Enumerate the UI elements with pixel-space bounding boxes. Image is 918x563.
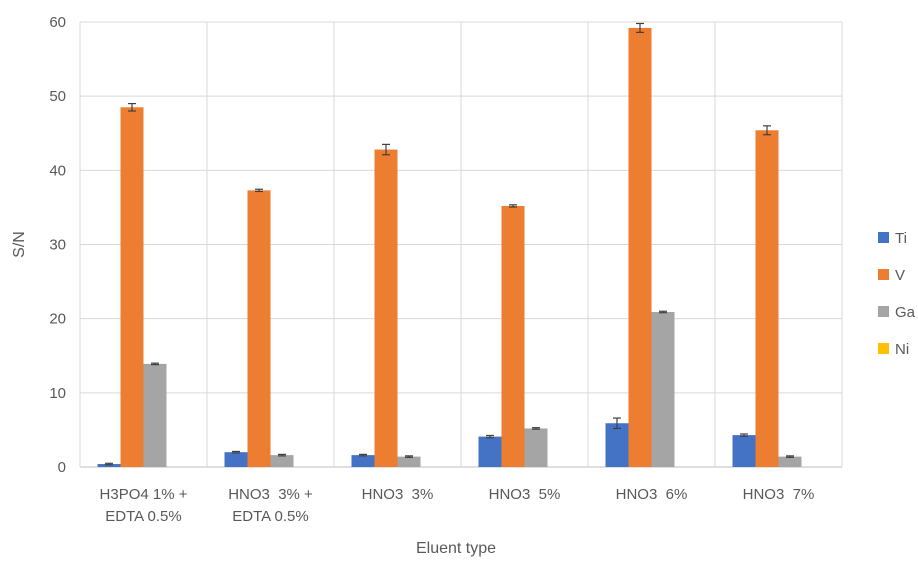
legend-swatch [878,232,889,243]
y-tick-label: 40 [49,162,66,179]
legend-swatch [878,269,889,280]
x-category-label: HNO3 3% + [228,486,313,503]
y-tick-labels: 0 10 20 30 40 50 60 [49,14,66,476]
y-tick-label: 50 [49,88,66,105]
x-category-label: HNO3 7% [743,486,815,503]
y-tick-label: 20 [49,311,66,328]
bar-v [628,27,652,468]
legend-label: V [895,267,905,284]
bar-ti [732,435,756,467]
error-bar [740,433,748,437]
legend: Ti V Ga Ni [878,230,916,358]
error-bar [151,362,159,366]
x-axis-title: Eluent type [416,540,496,557]
y-tick-label: 10 [49,385,66,402]
bar-ga [143,363,167,467]
legend-item-ga: Ga [878,304,916,321]
error-bar [359,453,367,457]
legend-item-ni: Ni [878,341,909,358]
legend-swatch [878,306,889,317]
legend-item-v: V [878,267,905,284]
error-bar [128,102,136,112]
x-category-label: HNO3 5% [489,486,561,503]
bar-v [755,130,779,468]
error-bar [405,455,413,458]
x-category-labels: H3PO4 1% + EDTA 0.5% HNO3 3% + EDTA 0.5% HNO… [100,486,815,525]
error-bar [509,204,517,208]
bar-ti [351,455,375,467]
error-bar [278,453,286,457]
bar-ti [605,423,629,467]
error-bar [232,450,240,454]
x-category-label: HNO3 3% [362,486,434,503]
bar-ga [270,455,294,467]
bar-ga [397,456,421,467]
bar-v [501,205,525,467]
y-tick-label: 0 [58,459,66,476]
error-bar [105,462,113,466]
error-bar [659,310,667,314]
error-bars [105,22,794,466]
error-bar [786,455,794,458]
error-bar [613,417,621,430]
bar-v [120,107,144,468]
bar-ti [478,436,502,467]
bar-ti [97,464,121,467]
y-axis-title: S/N [11,231,28,258]
error-bar [382,143,390,156]
x-category-label: HNO3 6% [616,486,688,503]
legend-label: Ga [895,304,916,321]
error-bar [636,22,644,33]
y-tick-label: 30 [49,237,66,254]
error-bar [486,434,494,439]
bar-ga [524,428,548,467]
legend-item-ti: Ti [878,230,907,247]
bar-ti [224,452,248,467]
bar-ga [651,311,675,467]
legend-label: Ni [895,341,909,358]
error-bar [255,188,263,193]
legend-label: Ti [895,230,907,247]
x-category-label: EDTA 0.5% [232,508,308,525]
bar-v [247,190,271,467]
gridlines [79,21,843,468]
x-category-label: EDTA 0.5% [105,508,181,525]
error-bar [763,125,771,136]
legend-swatch [878,343,889,354]
bar-v [374,149,398,468]
y-tick-label: 60 [49,14,66,31]
bar-ga [778,456,802,467]
bars [97,27,802,468]
error-bar [532,427,540,430]
x-category-label: H3PO4 1% + [100,486,188,503]
